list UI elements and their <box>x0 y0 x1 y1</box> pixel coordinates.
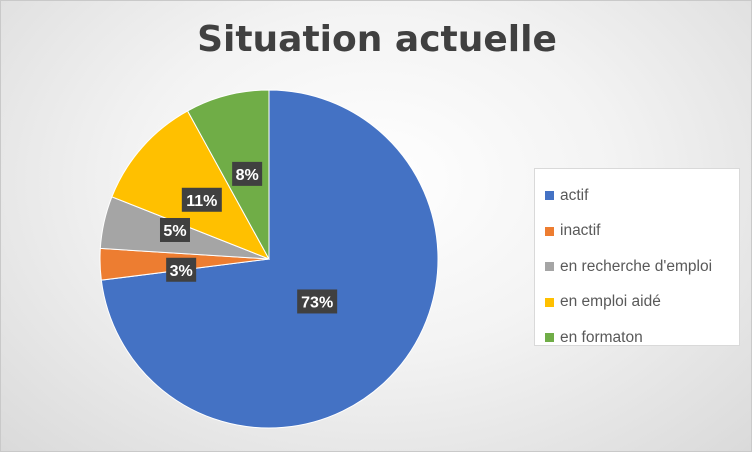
legend-item-en-formaton: en formaton <box>545 320 739 356</box>
legend-label: en recherche d'emploi <box>560 257 713 275</box>
svg-text:8%: 8% <box>236 167 259 184</box>
data-label-inactif: 3% <box>166 257 197 282</box>
legend-label: en formaton <box>560 328 643 346</box>
legend-item-en-emploi-aid: en emploi aidé <box>545 285 739 321</box>
data-label-en-emploi-aid: 11% <box>181 187 222 212</box>
legend-label: en emploi aidé <box>560 293 661 311</box>
chart-legend: actif inactif en recherche d'emploi en empl… <box>534 168 740 346</box>
chart-title: Situation actuelle <box>197 19 557 60</box>
legend-swatch <box>545 297 554 307</box>
legend-item-inactif: inactif <box>545 214 739 250</box>
legend-swatch <box>545 191 554 201</box>
svg-text:11%: 11% <box>186 193 217 210</box>
pie-slice-en-formaton <box>186 89 270 260</box>
legend-label: inactif <box>560 222 601 240</box>
legend-item-actif: actif <box>545 178 739 214</box>
data-label-actif: 73% <box>297 289 338 314</box>
legend-swatch <box>545 333 554 343</box>
svg-text:5%: 5% <box>163 223 186 240</box>
legend-item-en-recherche-d-emploi: en recherche d'emploi <box>545 249 739 285</box>
legend-swatch <box>545 262 554 272</box>
legend-swatch <box>545 226 554 236</box>
pie-slice-actif <box>100 89 439 429</box>
data-label-en-recherche-d-emploi: 5% <box>159 217 190 242</box>
legend-label: actif <box>560 186 589 204</box>
data-label-en-formaton: 8% <box>232 161 263 186</box>
pie-slice-en-emploi-aid <box>111 110 271 260</box>
svg-text:3%: 3% <box>170 263 193 280</box>
svg-text:73%: 73% <box>301 294 333 311</box>
